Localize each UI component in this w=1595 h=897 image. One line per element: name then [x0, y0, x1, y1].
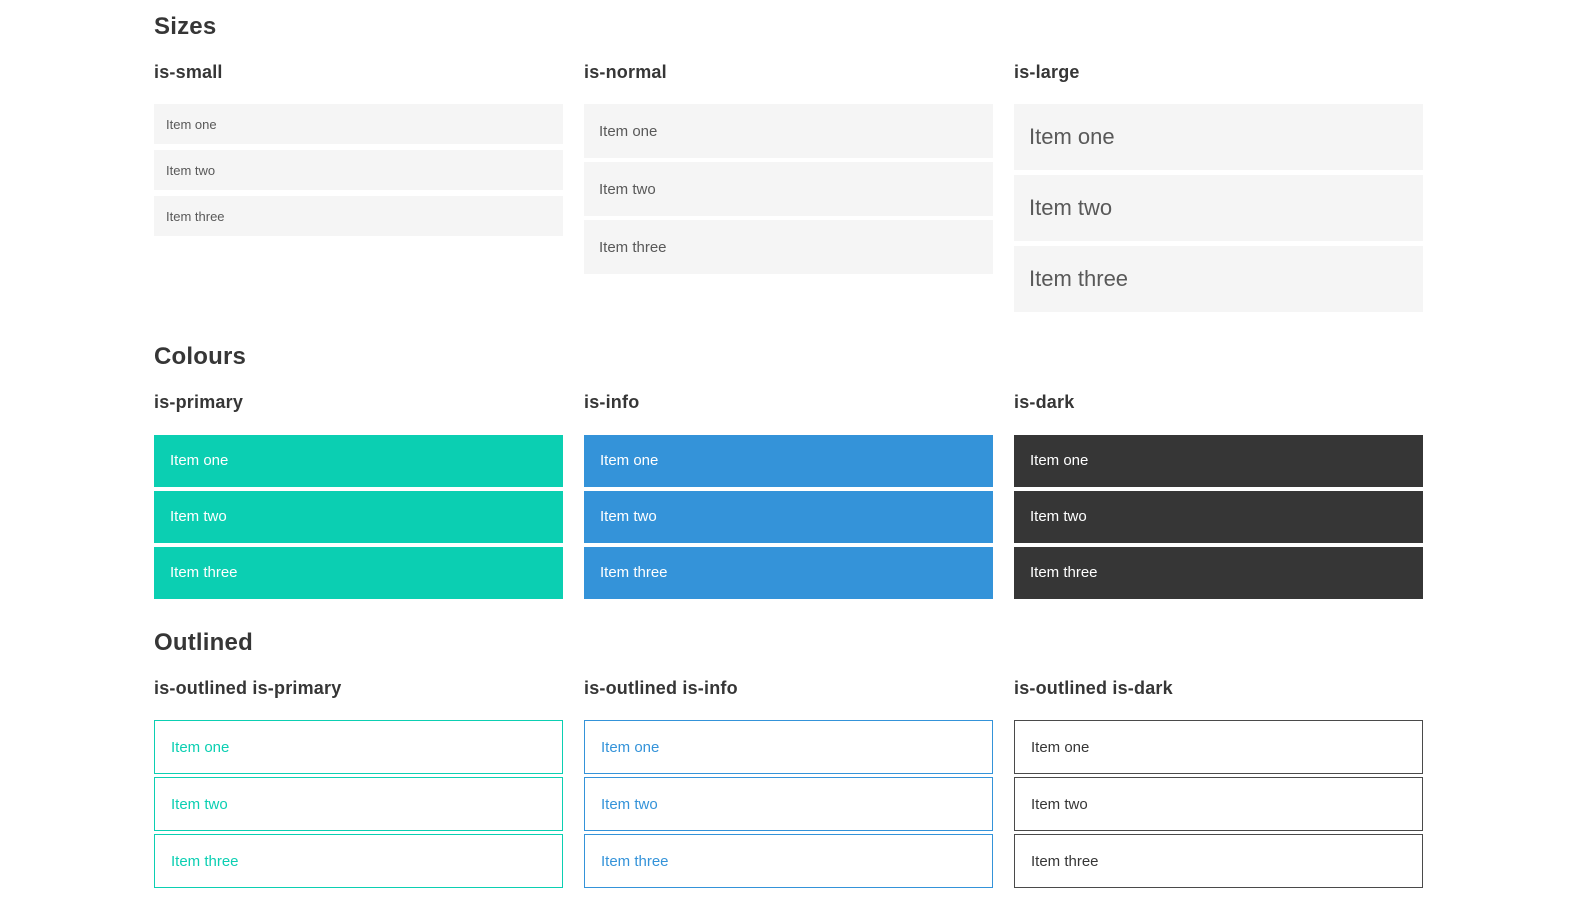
list-item[interactable]: Item three [154, 196, 563, 237]
list-item[interactable]: Item one [1014, 434, 1423, 487]
group-is-small: is-small Item one Item two Item three [154, 62, 563, 243]
group-is-dark: is-dark Item one Item two Item three [1014, 392, 1423, 603]
group-is-normal: is-normal Item one Item two Item three [584, 62, 993, 279]
group-is-outlined-is-info: is-outlined is-info Item one Item two It… [584, 678, 993, 892]
group-label: is-small [154, 61, 223, 82]
section-title: Sizes [154, 13, 217, 40]
list-item[interactable]: Item three [154, 546, 563, 599]
section-colours: Colours is-primary Item one Item two Ite… [154, 343, 1423, 602]
sizes-row: is-small Item one Item two Item three is… [154, 62, 1423, 318]
list-item[interactable]: Item two [584, 490, 993, 543]
list-item[interactable]: Item one [1014, 104, 1423, 171]
group-is-info: is-info Item one Item two Item three [584, 392, 993, 603]
list-item[interactable]: Item two [154, 777, 563, 832]
outlined-row: is-outlined is-primary Item one Item two… [154, 678, 1423, 892]
section-title: Colours [154, 343, 247, 371]
group-label: is-dark [1014, 392, 1075, 413]
content-container: Sizes is-small Item one Item two Item th… [154, 0, 1423, 891]
list-item[interactable]: Item three [1014, 546, 1423, 599]
section-outlined: Outlined is-outlined is-primary Item one… [154, 629, 1423, 891]
group-label: is-normal [584, 61, 667, 82]
list-item[interactable]: Item two [1014, 777, 1423, 832]
list-item[interactable]: Item three [584, 546, 993, 599]
group-is-outlined-is-primary: is-outlined is-primary Item one Item two… [154, 678, 563, 892]
list-item[interactable]: Item two [1014, 175, 1423, 242]
list-item[interactable]: Item three [1014, 246, 1423, 313]
list-item[interactable]: Item one [154, 104, 563, 145]
list-item[interactable]: Item three [584, 834, 993, 889]
list-item[interactable]: Item two [1014, 490, 1423, 543]
group-label: is-large [1014, 61, 1080, 82]
group-label: is-primary [154, 392, 244, 413]
list-item[interactable]: Item one [154, 434, 563, 487]
colours-row: is-primary Item one Item two Item three … [154, 392, 1423, 603]
group-label: is-outlined is-primary [154, 677, 342, 698]
section-sizes: Sizes is-small Item one Item two Item th… [154, 13, 1423, 317]
list-item[interactable]: Item one [584, 104, 993, 159]
list-item[interactable]: Item three [154, 834, 563, 889]
list-item[interactable]: Item two [584, 162, 993, 217]
group-is-primary: is-primary Item one Item two Item three [154, 392, 563, 603]
group-label: is-outlined is-dark [1014, 677, 1173, 698]
list-item[interactable]: Item two [584, 777, 993, 832]
group-is-outlined-is-dark: is-outlined is-dark Item one Item two It… [1014, 678, 1423, 892]
group-label: is-outlined is-info [584, 677, 738, 698]
list-item[interactable]: Item two [154, 150, 563, 191]
list-item[interactable]: Item one [584, 434, 993, 487]
list-item[interactable]: Item one [154, 720, 563, 775]
group-is-large: is-large Item one Item two Item three [1014, 62, 1423, 318]
list-item[interactable]: Item three [1014, 834, 1423, 889]
list-item[interactable]: Item two [154, 490, 563, 543]
section-title: Outlined [154, 628, 253, 656]
group-label: is-info [584, 392, 640, 413]
list-item[interactable]: Item three [584, 220, 993, 275]
list-item[interactable]: Item one [584, 720, 993, 775]
list-item[interactable]: Item one [1014, 720, 1423, 775]
